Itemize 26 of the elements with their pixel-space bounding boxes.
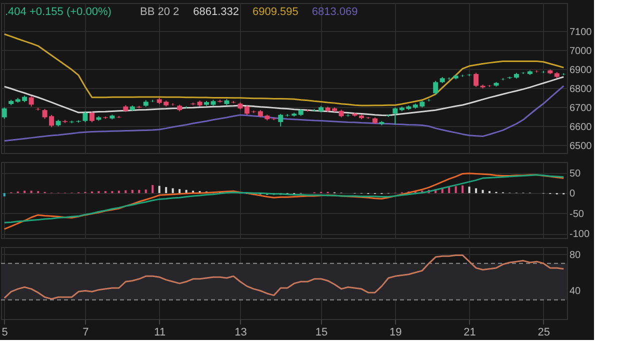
y-tick-label: 50 bbox=[570, 168, 582, 180]
y-tick-label: 6800 bbox=[570, 84, 592, 95]
annotation: BB 20 2 bbox=[140, 6, 180, 18]
x-tick-label: 5 bbox=[2, 326, 8, 338]
y-tick-label: 0 bbox=[570, 188, 576, 200]
annotation: 6861.332 bbox=[193, 6, 239, 18]
x-tick-label: 11 bbox=[154, 326, 166, 338]
x-tick-label: 25 bbox=[538, 326, 550, 338]
x-tick-label: 7 bbox=[82, 326, 89, 338]
y-tick-label: 6600 bbox=[570, 122, 592, 133]
annotation: 6909.595 bbox=[252, 6, 298, 18]
y-tick-label: 6700 bbox=[570, 102, 592, 114]
y-tick-label: 40 bbox=[570, 286, 582, 298]
y-tick-label: 80 bbox=[570, 250, 582, 261]
x-tick-label: 15 bbox=[315, 326, 328, 338]
y-tick-label: 6500 bbox=[570, 140, 592, 152]
y-tick-label: -50 bbox=[570, 208, 584, 220]
y-tick-label: -100 bbox=[570, 229, 590, 240]
y-tick-label: 7000 bbox=[570, 46, 592, 57]
x-tick-label: 13 bbox=[234, 326, 247, 338]
y-tick-label: 6900 bbox=[570, 64, 592, 76]
x-tick-label: 21 bbox=[464, 326, 476, 338]
y-tick-label: 7100 bbox=[570, 26, 592, 38]
annotation: 6813.069 bbox=[312, 6, 358, 18]
annotation: .404 +0.155 (+0.00%) bbox=[5, 6, 112, 18]
x-tick-label: 19 bbox=[390, 326, 402, 338]
